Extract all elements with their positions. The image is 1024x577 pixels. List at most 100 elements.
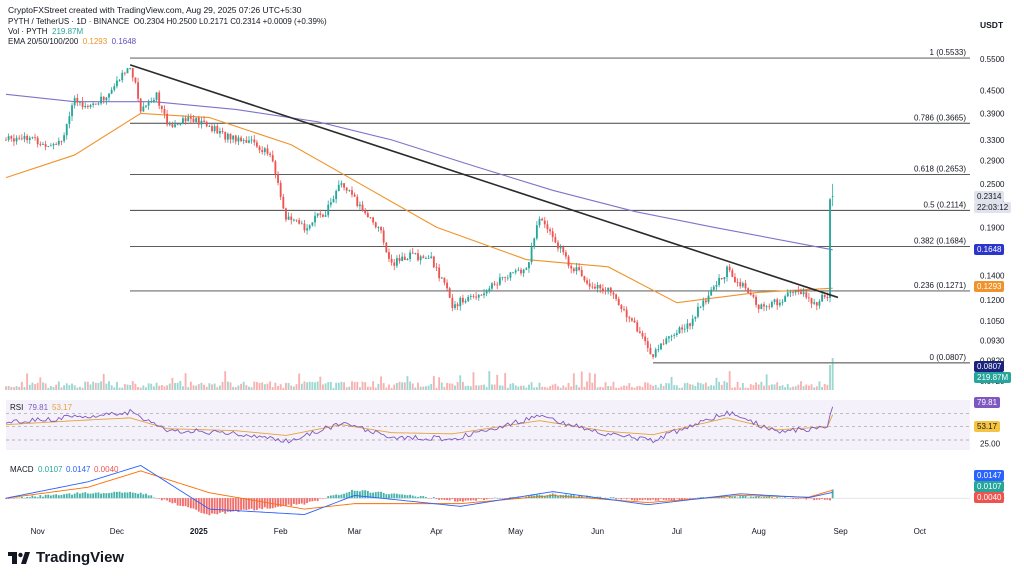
fib-label: 0.236 (0.1271) bbox=[914, 281, 966, 290]
volume-bar bbox=[728, 371, 731, 390]
macd-hist-bar bbox=[578, 495, 581, 499]
macd-hist-bar bbox=[509, 497, 512, 499]
macd-hist-bar bbox=[414, 496, 417, 499]
macd-hist-bar bbox=[401, 494, 404, 499]
candle-body bbox=[271, 155, 274, 162]
macd-hist-bar bbox=[686, 498, 689, 499]
candle-body bbox=[525, 268, 528, 270]
candle-body bbox=[720, 278, 723, 280]
rsi-panel: RSI 79.81 53.17 bbox=[5, 403, 834, 444]
macd-hist-bar bbox=[319, 498, 322, 499]
candle-body bbox=[461, 297, 464, 303]
candle-body bbox=[670, 335, 673, 337]
volume-bar bbox=[134, 383, 137, 390]
macd-signal-badge: 0.0147 bbox=[974, 470, 1005, 481]
candle-body bbox=[601, 288, 604, 291]
candle-body bbox=[631, 318, 633, 321]
volume-bar bbox=[158, 385, 161, 390]
candle-body bbox=[409, 252, 412, 259]
macd-hist-bar bbox=[501, 498, 504, 499]
candle-body bbox=[319, 213, 322, 215]
macd-hist-bar bbox=[461, 498, 464, 502]
macd-hist-bar bbox=[10, 498, 13, 499]
candle-body bbox=[749, 293, 752, 295]
volume-bar bbox=[821, 386, 824, 390]
candle-body bbox=[419, 256, 422, 261]
macd-hist-bar bbox=[200, 498, 203, 514]
macd-hist-bar bbox=[438, 498, 441, 500]
candle-body bbox=[361, 204, 364, 211]
macd-hist-bar bbox=[475, 498, 478, 501]
candle-body bbox=[644, 336, 647, 342]
volume-bar bbox=[815, 386, 818, 390]
candle-body bbox=[102, 96, 105, 101]
volume-bar bbox=[39, 377, 42, 390]
candle-body bbox=[734, 276, 736, 283]
volume-bar bbox=[543, 386, 546, 390]
volume-bar bbox=[731, 387, 734, 390]
currency-label[interactable]: USDT bbox=[980, 20, 1004, 30]
volume-bar bbox=[226, 381, 229, 390]
price-tick: 0.3900 bbox=[980, 109, 1005, 118]
volume-bar bbox=[385, 387, 388, 390]
candle-body bbox=[763, 304, 765, 307]
macd-hist-bar bbox=[425, 497, 427, 499]
macd-hist-bar bbox=[219, 498, 221, 513]
time-tick: Jun bbox=[591, 527, 604, 536]
macd-hist-bar bbox=[92, 493, 95, 499]
volume-bar bbox=[129, 384, 132, 390]
volume-bar bbox=[351, 381, 353, 390]
time-tick: Dec bbox=[110, 527, 124, 536]
symbol-line: PYTH / TetherUS · 1D · BINANCE bbox=[8, 17, 130, 26]
price-tick: 0.1200 bbox=[980, 296, 1005, 305]
volume-bar bbox=[403, 382, 406, 390]
candle-body bbox=[689, 323, 691, 326]
volume-bar bbox=[345, 387, 348, 390]
volume-bar bbox=[744, 387, 747, 390]
candle-body bbox=[456, 304, 459, 307]
price-tick: 0.0930 bbox=[980, 336, 1005, 345]
candle-body bbox=[557, 242, 559, 249]
macd-hist-bar bbox=[395, 493, 398, 499]
volume-bar bbox=[773, 384, 776, 390]
candle-body bbox=[393, 262, 396, 266]
volume-bar bbox=[797, 384, 800, 390]
candle-body bbox=[483, 293, 485, 296]
volume-bar bbox=[670, 376, 673, 390]
candle-body bbox=[496, 284, 499, 286]
volume-bar bbox=[100, 381, 103, 390]
candle-body bbox=[448, 288, 451, 298]
volume-bar bbox=[145, 387, 147, 390]
volume-bar bbox=[23, 387, 26, 390]
macd-hist-bar bbox=[778, 497, 781, 499]
volume-bar bbox=[5, 386, 7, 390]
candle-body bbox=[467, 296, 470, 302]
volume-bar bbox=[374, 387, 377, 390]
volume-bar bbox=[105, 383, 108, 390]
candle-body bbox=[388, 252, 390, 259]
macd-hist-bar bbox=[638, 498, 641, 500]
macd-hist-bar bbox=[678, 498, 681, 500]
rsi-ma-line bbox=[5, 414, 834, 436]
candle-body bbox=[216, 126, 219, 134]
volume-bar bbox=[625, 385, 628, 390]
trendline-path bbox=[129, 64, 839, 299]
volume-bar bbox=[755, 382, 757, 390]
candle-body bbox=[300, 223, 303, 225]
volume-bar bbox=[28, 384, 31, 390]
candle-body bbox=[649, 347, 652, 355]
macd-hist-bar bbox=[715, 497, 718, 499]
candle-body bbox=[641, 332, 644, 337]
candle-body bbox=[831, 196, 834, 197]
candle-body bbox=[295, 219, 298, 221]
volume-bar bbox=[586, 381, 588, 390]
tradingview-logo[interactable]: TradingView bbox=[8, 549, 124, 566]
volume-bar bbox=[623, 385, 625, 390]
volume-bar bbox=[298, 373, 301, 390]
candle-body bbox=[105, 97, 108, 101]
macd-hist-bar bbox=[670, 498, 673, 501]
volume-bar bbox=[789, 387, 792, 390]
price-tick: 0.0820 bbox=[980, 356, 1005, 365]
volume-bar bbox=[454, 385, 456, 390]
